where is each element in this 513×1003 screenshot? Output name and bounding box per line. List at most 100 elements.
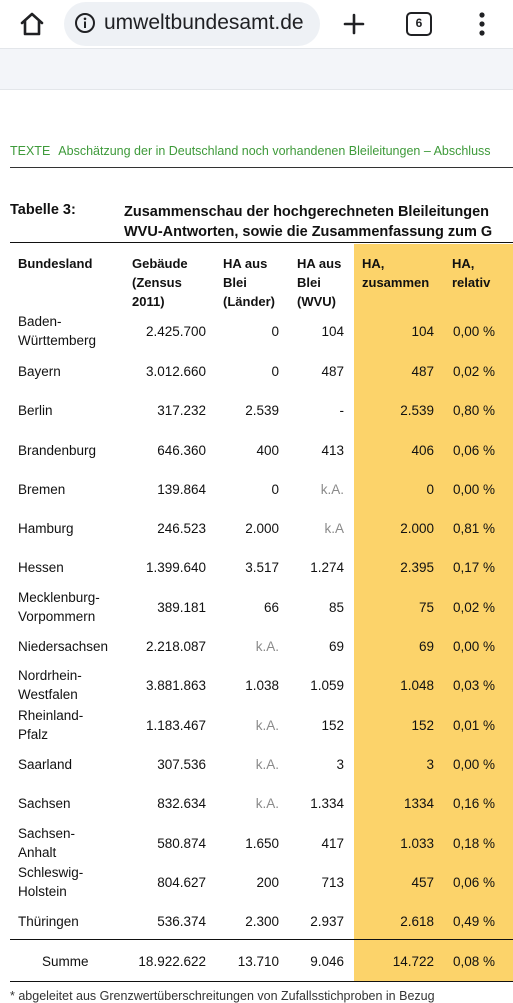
row-5-col-ha-zusammen: 2.000 — [400, 521, 434, 536]
sum-col-bundesland: Summe — [42, 954, 89, 969]
row-14-col-ha-zusammen: 457 — [411, 875, 434, 890]
row-9-col-ha-relativ: 0,03 % — [452, 678, 495, 693]
caption-line-1: Zusammenschau der hochgerechneten Bleile… — [124, 204, 489, 220]
sum-col-ha-zusammen: 14.722 — [392, 954, 434, 969]
row-8-col-ha-laender: k.A. — [255, 639, 279, 654]
row-8-col-ha-relativ: 0,00 % — [452, 639, 495, 654]
caption-line-2: WVU-Antworten, sowie die Zusammenfassung… — [124, 224, 493, 240]
tab-count: 6 — [415, 16, 423, 30]
row-13-col-ha-zusammen: 1.033 — [400, 836, 434, 851]
browser-toolbar: umweltbundesamt.de 6 — [0, 0, 513, 48]
row-6-col-ha-zusammen: 2.395 — [400, 560, 434, 575]
row-15-col-gebaeude: 536.374 — [157, 914, 206, 929]
sum-rule — [10, 939, 513, 940]
row-3-col-ha-wvu: 413 — [321, 443, 344, 458]
row-11-col-ha-laender: k.A. — [255, 757, 279, 772]
row-15-col-ha-zusammen: 2.618 — [400, 914, 434, 929]
row-1-col-ha-relativ: 0,02 % — [452, 364, 495, 379]
row-12-col-ha-zusammen: 1334 — [403, 796, 434, 811]
row-9-col-ha-zusammen: 1.048 — [400, 678, 434, 693]
row-4-col-gebaeude: 139.864 — [157, 482, 206, 497]
row-14-col-gebaeude: 804.627 — [157, 875, 206, 890]
row-11-col-ha-relativ: 0,00 % — [452, 757, 495, 772]
document-title: Abschätzung der in Deutschland noch vorh… — [58, 144, 491, 158]
info-icon[interactable] — [74, 12, 96, 34]
row-14-col-bundesland: Schleswig- Holstein — [18, 865, 84, 899]
row-3-col-ha-laender: 400 — [256, 443, 279, 458]
url-text[interactable]: umweltbundesamt.de — [104, 11, 304, 34]
row-13-col-bundesland: Sachsen- Anhalt — [18, 826, 76, 860]
row-15-col-bundesland: Thüringen — [18, 914, 79, 929]
header-col-ha-relativ: HA, relativ — [452, 256, 491, 290]
row-2-col-ha-wvu: - — [339, 403, 345, 418]
sum-col-ha-wvu: 9.046 — [310, 954, 344, 969]
row-12-col-gebaeude: 832.634 — [157, 796, 206, 811]
row-5-col-ha-relativ: 0,81 % — [452, 521, 495, 536]
row-6-col-bundesland: Hessen — [18, 560, 64, 575]
row-2-col-ha-laender: 2.539 — [245, 403, 279, 418]
row-8-col-gebaeude: 2.218.087 — [145, 639, 206, 654]
footnote: * abgeleitet aus Grenzwertüberschreitung… — [10, 989, 435, 1003]
row-11-col-ha-wvu: 3 — [336, 757, 344, 772]
row-14-col-ha-laender: 200 — [256, 875, 279, 890]
row-10-col-ha-relativ: 0,01 % — [452, 718, 495, 733]
header-col-ha-wvu: HA aus Blei (WVU) — [297, 256, 342, 309]
sum-col-ha-relativ: 0,08 % — [452, 954, 495, 969]
row-5-col-bundesland: Hamburg — [18, 521, 74, 536]
table-bottom-rule — [10, 981, 513, 982]
row-3-col-ha-zusammen: 406 — [411, 443, 434, 458]
row-13-col-ha-relativ: 0,18 % — [452, 836, 495, 851]
row-9-col-gebaeude: 3.881.863 — [145, 678, 206, 693]
row-0-col-gebaeude: 2.425.700 — [145, 324, 206, 339]
more-menu-icon[interactable] — [474, 10, 490, 38]
page-banner — [0, 48, 513, 90]
row-15-col-ha-wvu: 2.937 — [310, 914, 344, 929]
new-tab-icon[interactable] — [340, 10, 368, 38]
row-14-col-ha-wvu: 713 — [321, 875, 344, 890]
row-0-col-ha-relativ: 0,00 % — [452, 324, 495, 339]
row-12-col-bundesland: Sachsen — [18, 796, 71, 811]
row-1-col-bundesland: Bayern — [18, 364, 61, 379]
row-4-col-ha-zusammen: 0 — [426, 482, 434, 497]
row-4-col-bundesland: Bremen — [18, 482, 66, 497]
tab-switcher-button[interactable]: 6 — [406, 12, 432, 36]
row-11-col-bundesland: Saarland — [18, 757, 73, 772]
highlighted-columns — [354, 244, 513, 982]
row-9-col-bundesland: Nordrhein- Westfalen — [18, 668, 82, 702]
header-rule — [10, 167, 513, 168]
sum-col-ha-laender: 13.710 — [237, 954, 279, 969]
row-2-col-bundesland: Berlin — [18, 403, 53, 418]
header-col-ha-laender: HA aus Blei (Länder) — [223, 256, 275, 309]
row-6-col-ha-relativ: 0,17 % — [452, 560, 495, 575]
row-0-col-ha-laender: 0 — [271, 324, 279, 339]
row-15-col-ha-relativ: 0,49 % — [452, 914, 495, 929]
row-7-col-ha-relativ: 0,02 % — [452, 600, 495, 615]
row-1-col-ha-wvu: 487 — [321, 364, 344, 379]
row-6-col-gebaeude: 1.399.640 — [145, 560, 206, 575]
row-1-col-ha-laender: 0 — [271, 364, 279, 379]
row-13-col-gebaeude: 580.874 — [157, 836, 206, 851]
row-8-col-ha-zusammen: 69 — [418, 639, 434, 654]
row-3-col-bundesland: Brandenburg — [18, 443, 97, 458]
row-10-col-ha-wvu: 152 — [321, 718, 344, 733]
address-bar[interactable] — [64, 2, 320, 46]
series-label: TEXTE — [10, 144, 51, 158]
table-label: Tabelle 3: — [10, 202, 76, 218]
row-10-col-ha-zusammen: 152 — [411, 718, 434, 733]
row-13-col-ha-wvu: 417 — [321, 836, 344, 851]
row-3-col-ha-relativ: 0,06 % — [452, 443, 495, 458]
row-13-col-ha-laender: 1.650 — [245, 836, 279, 851]
row-4-col-ha-wvu: k.A. — [320, 482, 344, 497]
home-icon[interactable] — [18, 10, 46, 38]
row-12-col-ha-laender: k.A. — [255, 796, 279, 811]
row-3-col-gebaeude: 646.360 — [157, 443, 206, 458]
row-4-col-ha-laender: 0 — [271, 482, 279, 497]
sum-col-gebaeude: 18.922.622 — [138, 954, 206, 969]
row-6-col-ha-laender: 3.517 — [245, 560, 279, 575]
row-7-col-ha-zusammen: 75 — [418, 600, 434, 615]
row-4-col-ha-relativ: 0,00 % — [452, 482, 495, 497]
header-col-bundesland: Bundesland — [18, 256, 93, 271]
row-10-col-ha-laender: k.A. — [255, 718, 279, 733]
row-5-col-ha-laender: 2.000 — [245, 521, 279, 536]
row-6-col-ha-wvu: 1.274 — [310, 560, 344, 575]
